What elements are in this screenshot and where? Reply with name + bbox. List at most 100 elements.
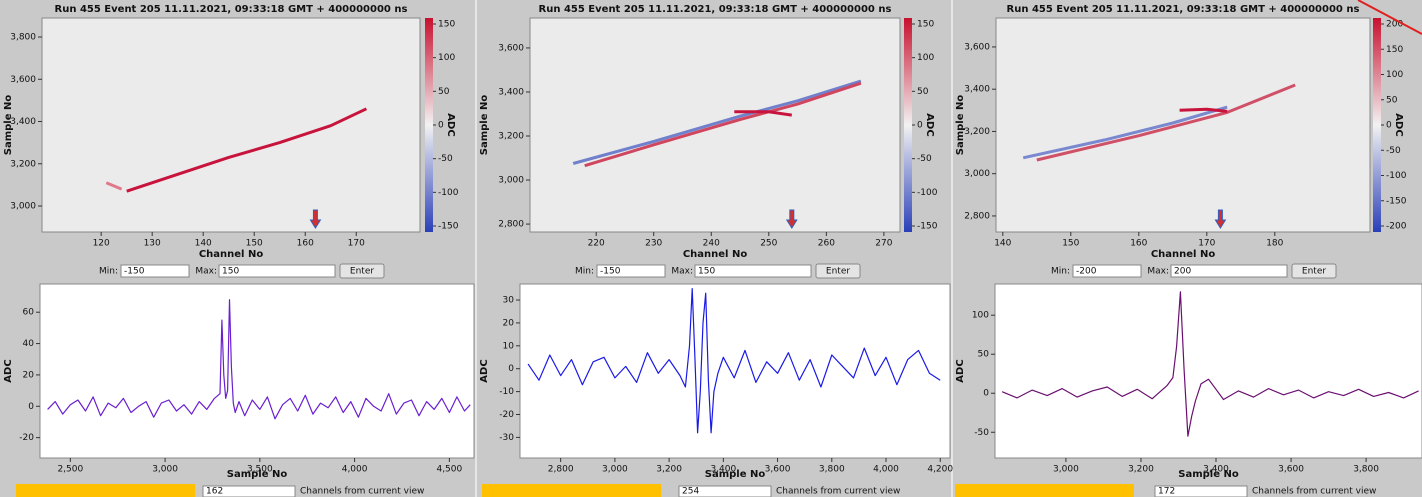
plot-area <box>39 283 475 459</box>
y-tick-label: 3,800 <box>10 33 36 43</box>
x-tick-label: 270 <box>875 239 892 249</box>
x-tick-label: 180 <box>1266 239 1283 249</box>
channel-input[interactable] <box>678 485 772 497</box>
enter-button[interactable] <box>339 263 385 279</box>
x-tick-label: 140 <box>994 239 1011 249</box>
enter-button[interactable] <box>815 263 861 279</box>
y-axis-label: ADC <box>479 359 490 382</box>
y-tick-label: 3,600 <box>964 42 990 52</box>
y-tick-label: 3,000 <box>498 176 524 186</box>
x-tick-label: 230 <box>645 239 662 249</box>
channels-note: Channels from current view <box>776 487 900 497</box>
colorbar-tick-label: 0 <box>1386 121 1392 131</box>
y-tick-label: 0 <box>508 364 514 374</box>
y-tick-label: 10 <box>503 341 515 351</box>
x-tick-label: 170 <box>1198 239 1215 249</box>
colorbar-tick-label: -200 <box>1386 222 1407 232</box>
max-value: 150 <box>698 267 715 277</box>
y-tick-label: 3,200 <box>964 127 990 137</box>
colorbar-tick-label: 100 <box>438 53 455 63</box>
track <box>584 81 862 168</box>
x-tick-label: 150 <box>246 239 263 249</box>
x-tick-label: 2,500 <box>57 465 83 475</box>
channel-input[interactable] <box>202 485 296 497</box>
track <box>1179 107 1228 113</box>
max-input[interactable] <box>218 264 336 278</box>
x-axis-label: Sample No <box>1178 469 1239 480</box>
colorbar-tick-label: 200 <box>1386 20 1403 30</box>
y-tick-label: 50 <box>978 350 990 360</box>
x-tick-label: 3,400 <box>1203 465 1229 475</box>
y-axis-label: Sample No <box>3 95 14 156</box>
max-label: Max: <box>671 267 693 277</box>
colorbar-tick-label: -150 <box>1386 196 1407 206</box>
y-tick-label: 60 <box>23 308 35 318</box>
x-tick-label: 260 <box>818 239 835 249</box>
max-label: Max: <box>1147 267 1169 277</box>
max-label: Max: <box>195 267 217 277</box>
x-tick-label: 3,000 <box>152 465 178 475</box>
min-label: Min: <box>1051 267 1070 277</box>
x-tick-label: 4,000 <box>342 465 368 475</box>
x-tick-label: 3,800 <box>819 465 845 475</box>
colorbar-tick-label: 100 <box>917 53 934 63</box>
x-tick-label: 240 <box>703 239 720 249</box>
x-tick-label: 2,800 <box>548 465 574 475</box>
min-input[interactable] <box>1072 264 1142 278</box>
y-tick-label: -50 <box>974 428 989 438</box>
highlight <box>955 484 1134 497</box>
x-tick-label: 3,000 <box>1053 465 1079 475</box>
y-tick-label: 3,000 <box>10 202 36 212</box>
max-value: 150 <box>222 267 239 277</box>
x-tick-label: 3,800 <box>1353 465 1379 475</box>
track <box>105 181 123 191</box>
min-input[interactable] <box>596 264 666 278</box>
colorbar-tick-label: 0 <box>917 121 923 131</box>
max-input[interactable] <box>1170 264 1288 278</box>
x-tick-label: 170 <box>348 239 365 249</box>
colorbar-tick-label: 0 <box>438 121 444 131</box>
x-tick-label: 120 <box>93 239 110 249</box>
min-input[interactable] <box>120 264 190 278</box>
colorbar <box>1373 18 1381 232</box>
x-axis-label: Sample No <box>705 469 766 480</box>
x-tick-label: 160 <box>1130 239 1147 249</box>
plot-area <box>41 17 421 233</box>
enter-button[interactable] <box>1291 263 1337 279</box>
colorbar-tick-label: -50 <box>438 154 453 164</box>
y-tick-label: -20 <box>499 410 514 420</box>
colorbar-tick-label: 50 <box>1386 95 1398 105</box>
colorbar <box>425 18 433 232</box>
colorbar-label: ADC <box>1393 113 1404 136</box>
enter-button-label: Enter <box>1302 267 1326 277</box>
channel-input[interactable] <box>1154 485 1248 497</box>
min-label: Min: <box>575 267 594 277</box>
track <box>734 110 793 117</box>
channel-value: 172 <box>1158 487 1175 497</box>
colorbar <box>904 18 912 232</box>
x-tick-label: 3,200 <box>656 465 682 475</box>
x-tick-label: 220 <box>588 239 605 249</box>
y-tick-label: -20 <box>19 433 34 443</box>
min-value: -150 <box>600 267 621 277</box>
colorbar-tick-label: 50 <box>438 87 450 97</box>
channels-note: Channels from current view <box>300 487 424 497</box>
x-tick-label: 160 <box>297 239 314 249</box>
waveform <box>47 299 471 420</box>
channel-arrow <box>309 209 322 229</box>
max-input[interactable] <box>694 264 812 278</box>
x-tick-label: 4,200 <box>927 465 953 475</box>
y-tick-label: 3,400 <box>10 117 36 127</box>
waveform <box>1001 291 1419 437</box>
colorbar-tick-label: 150 <box>917 20 934 30</box>
min-value: -150 <box>124 267 145 277</box>
colorbar-label: ADC <box>445 113 456 136</box>
waveform <box>527 288 941 434</box>
highlight <box>482 484 661 497</box>
colorbar-tick-label: 100 <box>1386 70 1403 80</box>
y-tick-label: 0 <box>983 389 989 399</box>
colorbar-tick-label: -50 <box>917 154 932 164</box>
y-tick-label: 3,600 <box>498 43 524 53</box>
colorbar-tick-label: -100 <box>1386 171 1407 181</box>
